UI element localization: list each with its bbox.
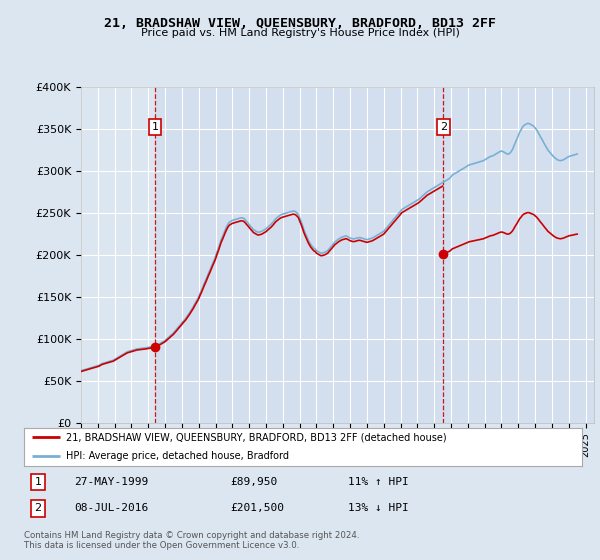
Text: Contains HM Land Registry data © Crown copyright and database right 2024.
This d: Contains HM Land Registry data © Crown c… — [24, 531, 359, 550]
Text: 08-JUL-2016: 08-JUL-2016 — [74, 503, 148, 514]
Text: 2: 2 — [34, 503, 41, 514]
Text: HPI: Average price, detached house, Bradford: HPI: Average price, detached house, Brad… — [66, 451, 289, 461]
Text: £89,950: £89,950 — [230, 477, 278, 487]
Text: 13% ↓ HPI: 13% ↓ HPI — [347, 503, 409, 514]
Text: 21, BRADSHAW VIEW, QUEENSBURY, BRADFORD, BD13 2FF: 21, BRADSHAW VIEW, QUEENSBURY, BRADFORD,… — [104, 17, 496, 30]
Bar — [155, 87, 594, 423]
Text: £201,500: £201,500 — [230, 503, 284, 514]
Text: 1: 1 — [152, 122, 158, 132]
Text: 1: 1 — [34, 477, 41, 487]
Text: Price paid vs. HM Land Registry's House Price Index (HPI): Price paid vs. HM Land Registry's House … — [140, 28, 460, 38]
Text: 21, BRADSHAW VIEW, QUEENSBURY, BRADFORD, BD13 2FF (detached house): 21, BRADSHAW VIEW, QUEENSBURY, BRADFORD,… — [66, 432, 446, 442]
Text: 11% ↑ HPI: 11% ↑ HPI — [347, 477, 409, 487]
Text: 2: 2 — [440, 122, 447, 132]
Text: 27-MAY-1999: 27-MAY-1999 — [74, 477, 148, 487]
